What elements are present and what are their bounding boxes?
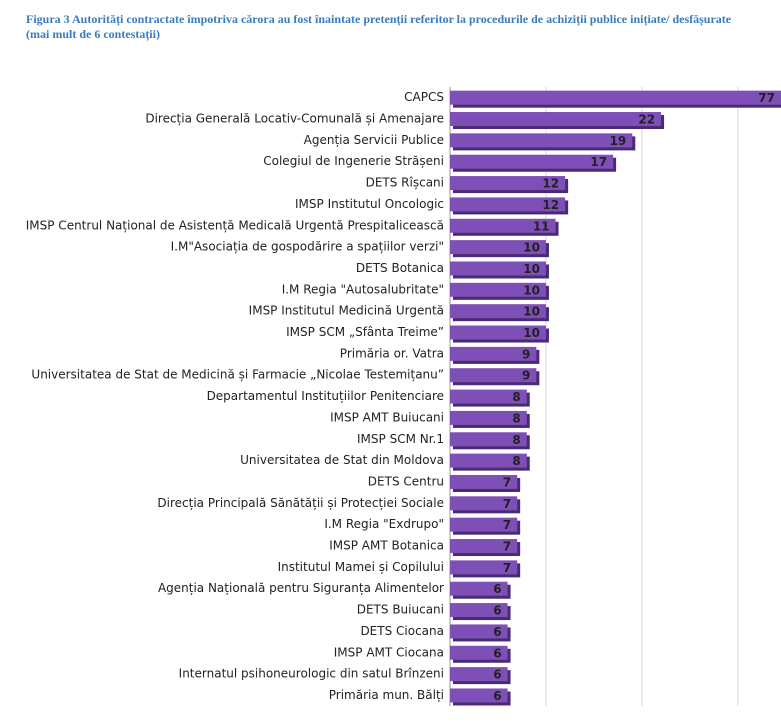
- y-tick-label: I.M Regia "Exdrupo": [324, 517, 444, 531]
- y-tick-label: IMSP SCM „Sfânta Treime”: [286, 325, 444, 339]
- bar: [450, 624, 508, 639]
- bar: [450, 410, 527, 425]
- bar: [450, 603, 508, 618]
- bar: [450, 688, 508, 703]
- value-label: 77: [758, 91, 775, 105]
- y-tick-label: Primăria mun. Bălți: [329, 688, 444, 702]
- bar: [450, 112, 662, 127]
- value-label: 6: [493, 625, 501, 639]
- bar: [450, 560, 518, 575]
- bar: [450, 240, 546, 255]
- bar: [450, 261, 546, 276]
- value-label: 9: [522, 347, 530, 361]
- y-tick-label: Internatul psihoneurologic din satul Brî…: [179, 667, 444, 681]
- value-label: 12: [542, 198, 559, 212]
- value-label: 9: [522, 369, 530, 383]
- y-tick-label: IMSP AMT Botanica: [329, 539, 444, 553]
- bar: [450, 667, 508, 682]
- value-label: 7: [503, 497, 511, 511]
- chart-title: Figura 3 Autorități contractate împotriv…: [26, 12, 732, 41]
- y-tick-label: DETS Buiucani: [357, 603, 444, 617]
- bar: [450, 474, 518, 489]
- y-tick-label: I.M Regia "Autosalubritate": [282, 282, 444, 296]
- value-label: 22: [638, 113, 655, 127]
- bar: [450, 346, 537, 361]
- value-label: 10: [523, 262, 540, 276]
- value-label: 7: [503, 518, 511, 532]
- value-label: 6: [493, 668, 501, 682]
- bar: [450, 453, 527, 468]
- value-label: 7: [503, 540, 511, 554]
- bar: [450, 176, 566, 191]
- y-tick-label: Universitatea de Stat din Moldova: [240, 453, 444, 467]
- y-tick-label: IMSP SCM Nr.1: [357, 432, 444, 446]
- y-tick-label: I.M"Asociația de gospodărire a spațiilor…: [171, 240, 444, 254]
- y-tick-label: Universitatea de Stat de Medicină și Far…: [31, 368, 444, 382]
- y-tick-label: CAPCS: [404, 90, 444, 104]
- bar: [450, 90, 781, 105]
- value-label: 7: [503, 475, 511, 489]
- value-label: 10: [523, 283, 540, 297]
- value-label: 6: [493, 689, 501, 703]
- bar: [450, 133, 633, 148]
- y-tick-label: DETS Botanica: [356, 261, 444, 275]
- y-tick-label: Agenția Servicii Publice: [304, 133, 444, 147]
- value-label: 6: [493, 646, 501, 660]
- bar: [450, 581, 508, 596]
- bar: [450, 496, 518, 511]
- y-tick-label: Departamentul Instituțiilor Penitenciare: [207, 389, 444, 403]
- y-tick-label: IMSP AMT Ciocana: [334, 645, 444, 659]
- y-tick-label: Direcția Generală Locativ-Comunală și Am…: [145, 112, 444, 126]
- value-label: 10: [523, 241, 540, 255]
- value-label: 17: [590, 155, 607, 169]
- y-tick-label: IMSP Centrul Național de Asistență Medic…: [26, 218, 444, 232]
- bar: [450, 304, 546, 319]
- y-tick-label: DETS Rîșcani: [366, 176, 444, 190]
- bar: [450, 218, 556, 233]
- bar: [450, 325, 546, 340]
- bar: [450, 645, 508, 660]
- y-tick-label: Primăria or. Vatra: [340, 346, 444, 360]
- value-label: 6: [493, 604, 501, 618]
- value-label: 10: [523, 305, 540, 319]
- y-tick-label: Institutul Mamei și Copilului: [278, 560, 444, 574]
- bar: [450, 154, 614, 169]
- y-tick-label: IMSP AMT Buiucani: [330, 410, 444, 424]
- bar: [450, 517, 518, 532]
- bar: [450, 539, 518, 554]
- value-label: 11: [533, 219, 550, 233]
- y-tick-label: IMSP Institutul Oncologic: [295, 197, 444, 211]
- bar: [450, 432, 527, 447]
- y-tick-label: IMSP Institutul Medicină Urgentă: [249, 304, 444, 318]
- value-label: 6: [493, 582, 501, 596]
- value-label: 10: [523, 326, 540, 340]
- y-tick-label: Colegiul de Ingenerie Strășeni: [263, 154, 444, 168]
- value-label: 8: [512, 390, 520, 404]
- y-tick-label: Agenția Națională pentru Siguranța Alime…: [158, 581, 444, 595]
- value-label: 8: [512, 433, 520, 447]
- value-label: 7: [503, 561, 511, 575]
- bar: [450, 197, 566, 212]
- y-tick-label: Direcția Principală Sănătății și Protecț…: [157, 496, 444, 510]
- value-label: 12: [542, 177, 559, 191]
- value-label: 8: [512, 454, 520, 468]
- bar: [450, 282, 546, 297]
- bar: [450, 389, 527, 404]
- value-label: 19: [610, 134, 627, 148]
- value-label: 8: [512, 411, 520, 425]
- bar: [450, 368, 537, 383]
- y-tick-label: DETS Ciocana: [360, 624, 444, 638]
- y-tick-label: DETS Centru: [368, 474, 444, 488]
